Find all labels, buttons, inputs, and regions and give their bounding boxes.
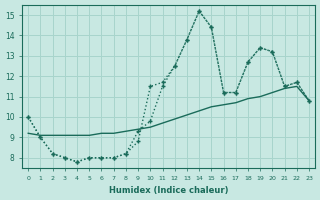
X-axis label: Humidex (Indice chaleur): Humidex (Indice chaleur) xyxy=(109,186,228,195)
